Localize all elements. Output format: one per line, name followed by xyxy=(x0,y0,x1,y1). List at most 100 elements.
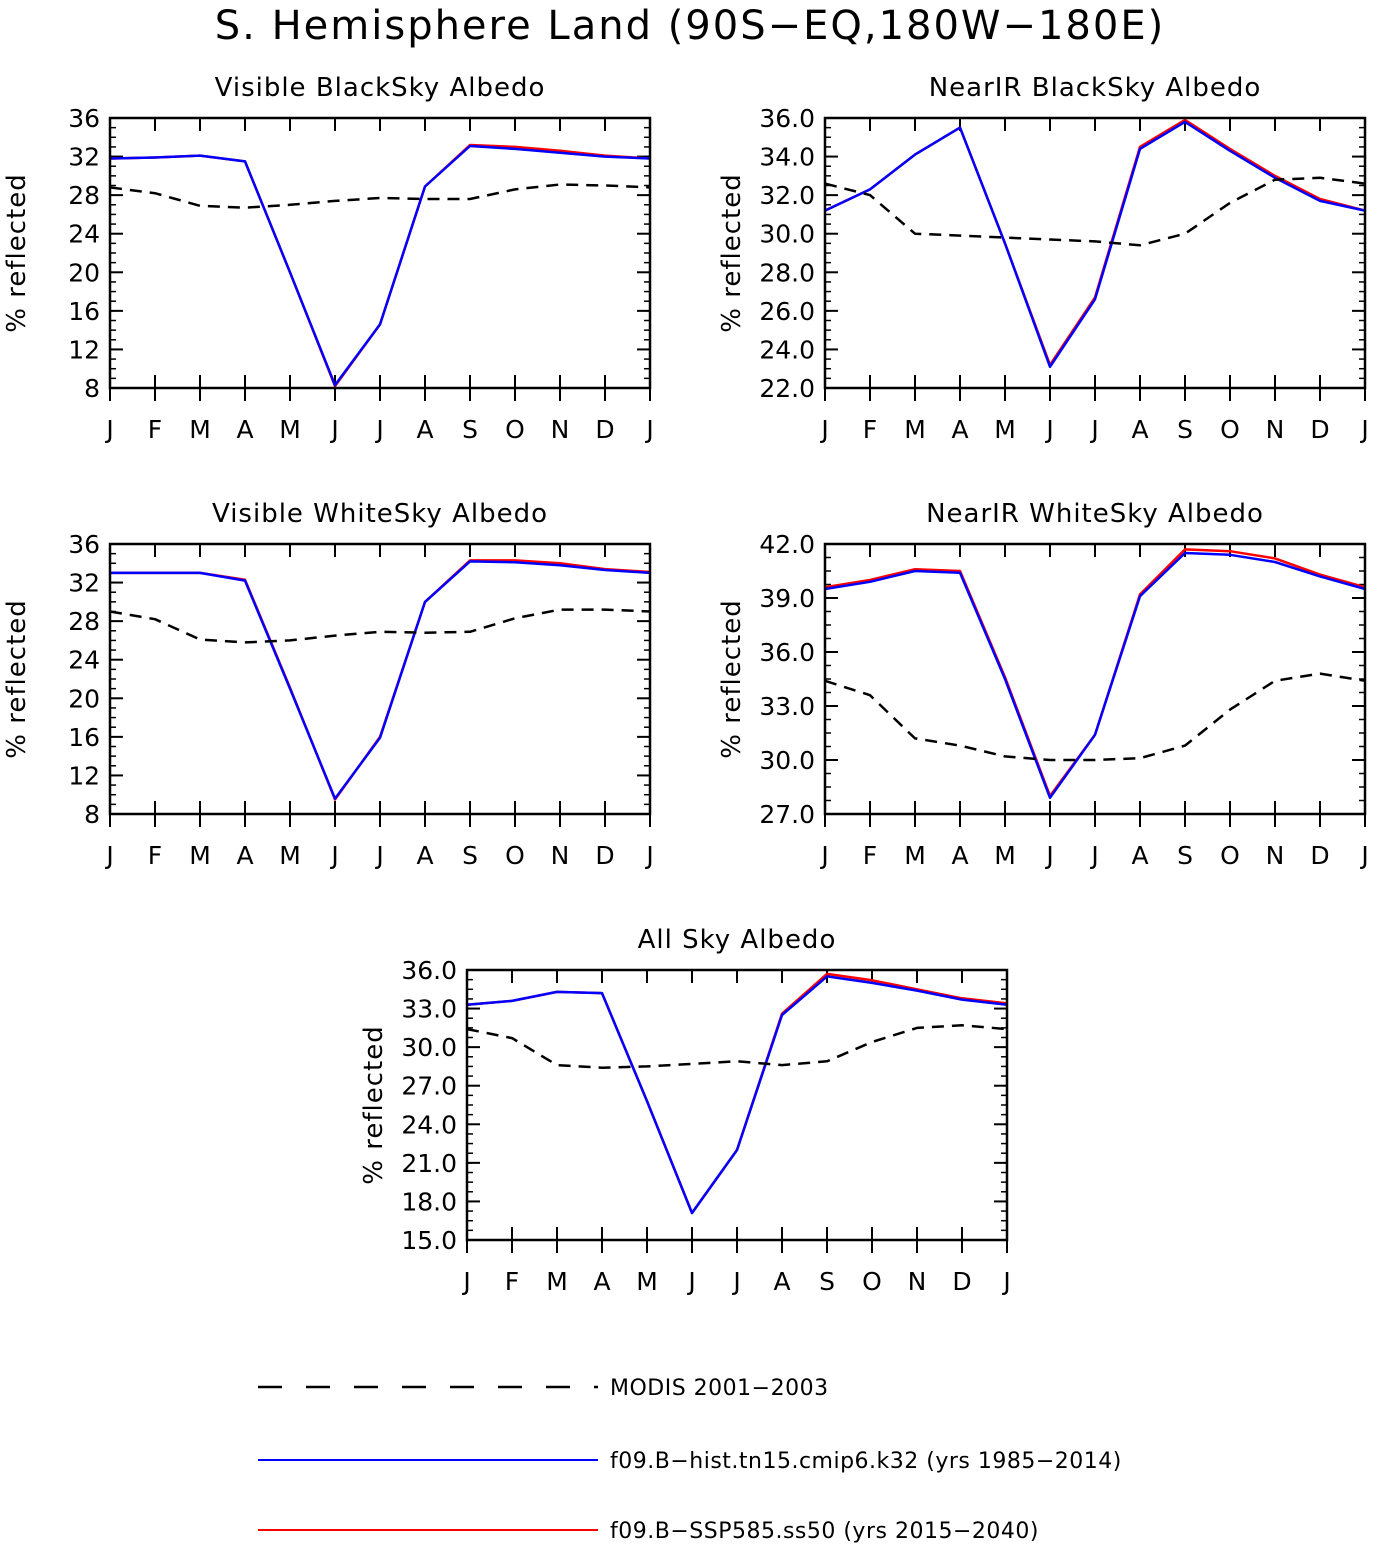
x-tick-label: M xyxy=(636,1267,658,1296)
x-tick-label: M xyxy=(189,415,211,444)
y-tick-label: 22.0 xyxy=(759,374,815,403)
series-line-ssp xyxy=(466,972,1008,1215)
y-tick-label: 20 xyxy=(68,258,100,287)
y-tick-label: 28.0 xyxy=(759,258,815,287)
x-tick-label: J xyxy=(819,841,828,870)
y-tick-label: 33.0 xyxy=(759,692,815,721)
x-tick-label: J xyxy=(644,415,653,444)
y-tick-label: 34.0 xyxy=(759,143,815,172)
y-axis-label: % reflected xyxy=(359,1025,389,1184)
x-tick-label: M xyxy=(189,841,211,870)
legend-label-ssp: f09.B−SSP585.ss50 (yrs 2015−2040) xyxy=(610,1519,1039,1544)
x-tick-label: S xyxy=(1177,415,1193,444)
x-tick-label: M xyxy=(904,841,926,870)
x-tick-label: O xyxy=(1220,841,1240,870)
x-tick-label: J xyxy=(329,841,338,870)
chart-panel-4: NearIR WhiteSky Albedo % reflected 27.0 30.… xyxy=(717,499,1369,870)
x-tick-label: J xyxy=(374,415,383,444)
x-tick-label: A xyxy=(236,841,253,870)
x-tick-label: O xyxy=(505,841,525,870)
y-tick-label: 24.0 xyxy=(401,1110,457,1139)
x-tick-label: A xyxy=(1131,841,1148,870)
y-tick-label: 21.0 xyxy=(401,1149,457,1178)
series-line-hist xyxy=(824,551,1366,800)
chart-panel-3: Visible WhiteSky Albedo % reflected 8 12 16 2… xyxy=(2,499,654,870)
x-tick-label: J xyxy=(461,1267,470,1296)
x-tick-label: J xyxy=(819,415,828,444)
x-tick-label: M xyxy=(994,841,1016,870)
y-tick-label: 12 xyxy=(68,335,100,364)
series-line-ssp xyxy=(110,559,651,801)
y-axis-label: % reflected xyxy=(717,599,747,758)
page-title: S. Hemisphere Land (90S−EQ,180W−180E) xyxy=(214,3,1166,49)
x-tick-label: F xyxy=(148,841,162,870)
x-tick-label: A xyxy=(773,1267,790,1296)
x-tick-label: O xyxy=(862,1267,882,1296)
series-line-hist xyxy=(824,120,1366,369)
x-tick-label: D xyxy=(595,415,614,444)
x-tick-label: N xyxy=(908,1267,927,1296)
chart-title: Visible WhiteSky Albedo xyxy=(212,499,548,529)
x-tick-label: M xyxy=(904,415,926,444)
plot-frame xyxy=(108,542,652,816)
chart-title: Visible BlackSky Albedo xyxy=(215,73,546,103)
x-tick-label: A xyxy=(593,1267,610,1296)
y-tick-label: 30.0 xyxy=(401,1033,457,1062)
y-tick-label: 8 xyxy=(84,800,100,829)
y-tick-label: 32 xyxy=(68,143,100,172)
y-tick-label: 24 xyxy=(68,646,100,675)
y-tick-label: 27.0 xyxy=(401,1072,457,1101)
y-tick-label: 32.0 xyxy=(759,181,815,210)
x-tick-label: M xyxy=(279,415,301,444)
x-tick-label: S xyxy=(819,1267,835,1296)
x-tick-label: M xyxy=(279,841,301,870)
x-tick-label: J xyxy=(104,841,113,870)
chart-panel-2: NearIR BlackSky Albedo % reflected 22.0 24.… xyxy=(717,73,1369,444)
y-tick-label: 30.0 xyxy=(759,220,815,249)
y-tick-label: 16 xyxy=(68,297,100,326)
series-line-modis xyxy=(824,672,1366,762)
chart-title: NearIR BlackSky Albedo xyxy=(929,73,1262,103)
chart-panel-1: Visible BlackSky Albedo % reflected 8 12 16 2… xyxy=(2,73,654,444)
plot-frame xyxy=(465,968,1009,1242)
x-tick-label: F xyxy=(505,1267,519,1296)
x-tick-label: M xyxy=(994,415,1016,444)
series-line-hist xyxy=(109,144,651,387)
x-tick-label: J xyxy=(1089,415,1098,444)
x-tick-label: N xyxy=(551,841,570,870)
y-axis-label: % reflected xyxy=(2,599,32,758)
x-tick-label: F xyxy=(148,415,162,444)
y-tick-label: 36.0 xyxy=(759,638,815,667)
x-tick-label: A xyxy=(951,415,968,444)
series-line-ssp xyxy=(109,143,651,388)
y-tick-label: 18.0 xyxy=(401,1187,457,1216)
y-tick-label: 30.0 xyxy=(759,746,815,775)
y-tick-label: 39.0 xyxy=(759,584,815,613)
series-line-hist xyxy=(466,975,1008,1215)
y-tick-label: 27.0 xyxy=(759,800,815,829)
x-tick-label: S xyxy=(1177,841,1193,870)
x-tick-label: A xyxy=(1131,415,1148,444)
plot-frame xyxy=(108,116,652,390)
x-tick-label: N xyxy=(1266,841,1285,870)
x-tick-label: D xyxy=(1310,841,1329,870)
y-tick-label: 36 xyxy=(68,104,100,133)
x-tick-label: J xyxy=(731,1267,740,1296)
legend-label-modis: MODIS 2001−2003 xyxy=(610,1376,829,1401)
y-tick-label: 20 xyxy=(68,684,100,713)
series-line-hist xyxy=(110,560,651,800)
x-tick-label: J xyxy=(104,415,113,444)
y-tick-label: 36.0 xyxy=(759,104,815,133)
x-tick-label: D xyxy=(595,841,614,870)
x-tick-label: F xyxy=(863,841,877,870)
x-tick-label: F xyxy=(863,415,877,444)
x-tick-label: N xyxy=(1266,415,1285,444)
y-axis-label: % reflected xyxy=(717,173,747,332)
x-tick-label: A xyxy=(416,415,433,444)
x-tick-label: D xyxy=(1310,415,1329,444)
y-tick-label: 36 xyxy=(68,530,100,559)
x-tick-label: J xyxy=(1001,1267,1010,1296)
x-tick-label: J xyxy=(374,841,383,870)
series-line-modis xyxy=(466,1024,1008,1069)
